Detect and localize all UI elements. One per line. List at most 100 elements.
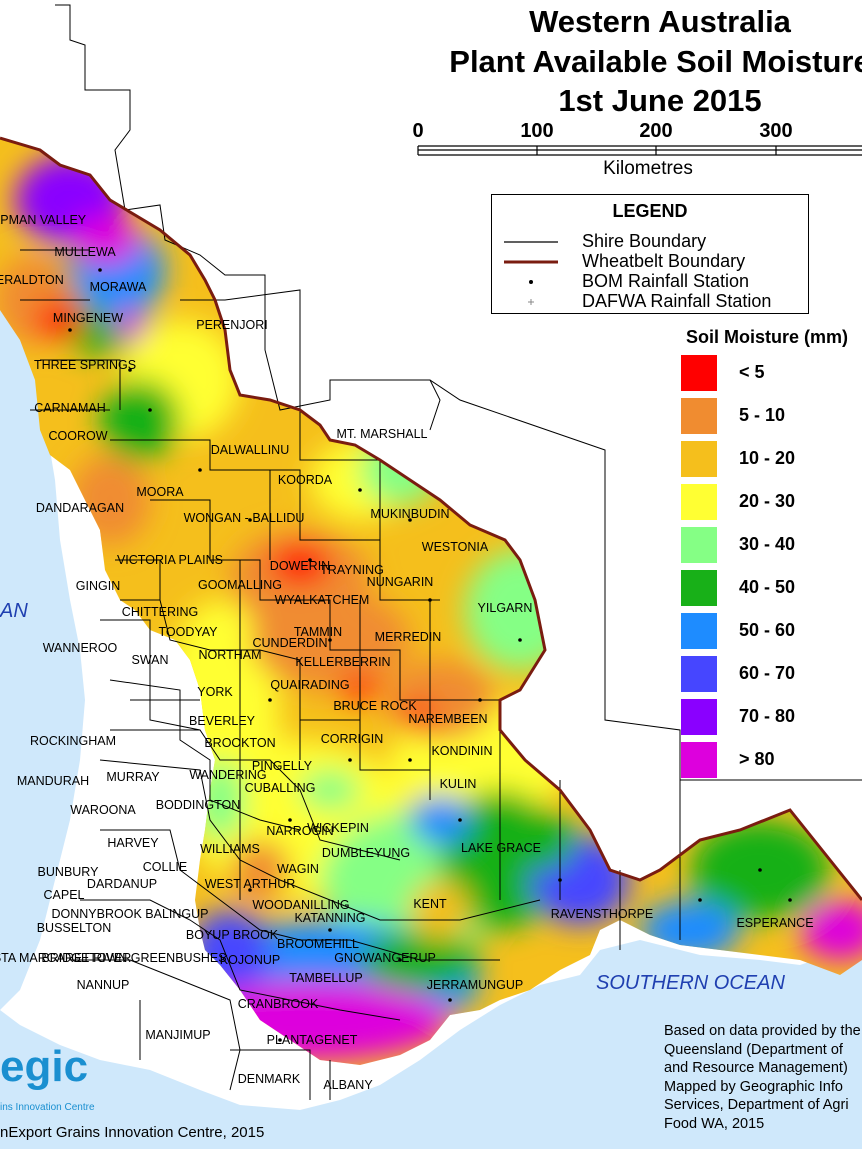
- legend-item-shire: Shire Boundary: [502, 231, 706, 252]
- scale-tick-100: 100: [520, 120, 554, 142]
- place-label: MORAWA: [89, 280, 147, 294]
- soil-moisture-swatch: [681, 699, 717, 735]
- place-label: CRANBROOK: [237, 997, 319, 1011]
- place-label: WEST ARTHUR: [204, 877, 296, 891]
- legend-item-dafwa: DAFWA Rainfall Station: [502, 291, 771, 312]
- place-label: MINGENEW: [52, 311, 124, 325]
- place-label: CHAPMAN VALLEY: [0, 213, 87, 227]
- place-label: BROOKTON: [204, 736, 276, 750]
- place-label: KOORDA: [277, 473, 333, 487]
- place-label: KONDININ: [431, 744, 493, 758]
- place-label: MANDURAH: [16, 774, 90, 788]
- place-label: CHITTERING: [121, 605, 199, 619]
- map-date: 1st June 2015: [558, 83, 762, 118]
- rainfall-stations: [68, 268, 792, 1042]
- cross-symbol-icon: [528, 299, 534, 306]
- soil-moisture-swatch: [681, 656, 717, 692]
- place-label: CUNDERDIN: [252, 636, 328, 650]
- wheatbelt-boundary: [0, 136, 862, 901]
- map-title: Western Australia: [529, 4, 791, 39]
- place-label: GERALDTON: [0, 273, 64, 287]
- place-label: LAKE GRACE: [461, 841, 541, 855]
- place-label: DALWALLINU: [210, 443, 290, 457]
- place-label: DANDARAGAN: [35, 501, 125, 515]
- place-label: PINGELLY: [251, 759, 313, 773]
- legend-item-wheatbelt: Wheatbelt Boundary: [502, 251, 745, 272]
- place-label: CORRIGIN: [320, 732, 384, 746]
- place-label: MURRAY: [106, 770, 160, 784]
- place-label: MANJIMUP: [145, 1028, 211, 1042]
- soil-moisture-class-label: 50 - 60: [739, 620, 796, 640]
- legend-title: LEGEND: [612, 201, 688, 221]
- soil-moisture-swatch: [681, 355, 717, 391]
- place-label: BRIDGETOWN GREENBUSHES: [41, 951, 227, 965]
- place-label: TOODYAY: [158, 625, 218, 639]
- soil-moisture-swatch: [681, 742, 717, 778]
- place-label: YILGARN: [477, 601, 533, 615]
- place-label: TRAYNING: [320, 563, 384, 577]
- place-label: WYALKATCHEM: [274, 593, 370, 607]
- place-label: KULIN: [439, 777, 477, 791]
- place-label: NANNUP: [76, 978, 130, 992]
- place-label: KELLERBERRIN: [295, 655, 391, 669]
- scale-tick-200: 200: [639, 120, 673, 142]
- place-label: BROOMEHILL: [277, 937, 359, 951]
- scale-tick-0: 0: [412, 120, 424, 142]
- scale-tick-300: 300: [759, 120, 793, 142]
- shire-boundaries: [20, 4, 862, 1100]
- place-label: DUMBLEYUNG: [321, 846, 411, 860]
- place-label: WAROONA: [70, 803, 136, 817]
- place-label: NUNGARIN: [366, 575, 434, 589]
- place-label: YORK: [197, 685, 233, 699]
- soil-moisture-class-label: < 5: [739, 362, 765, 382]
- place-label: JERRAMUNGUP: [426, 978, 524, 992]
- place-label: MUKINBUDIN: [370, 507, 450, 521]
- place-label: PLANTAGENET: [266, 1033, 358, 1047]
- place-label: GNOWANGERUP: [334, 951, 436, 965]
- place-label: RAVENSTHORPE: [550, 907, 654, 921]
- place-label: WONGAN - BALLIDU: [183, 511, 305, 525]
- place-label: DENMARK: [237, 1072, 301, 1086]
- place-label: NORTHAM: [198, 648, 262, 662]
- soil-moisture-class-label: 20 - 30: [739, 491, 796, 511]
- soil-moisture-class-label: 5 - 10: [739, 405, 786, 425]
- legend: LEGEND Shire Boundary Wheatbelt Boundary…: [491, 194, 809, 314]
- place-label: WAGIN: [277, 862, 319, 876]
- place-label: CUBALLING: [244, 781, 316, 795]
- place-label: GOOMALLING: [197, 578, 283, 592]
- soil-moisture-swatch: [681, 527, 717, 563]
- data-credit: Based on data provided by the Queensland…: [664, 1023, 861, 1132]
- place-label: WICKEPIN: [307, 821, 369, 835]
- place-label: BODDINGTON: [155, 798, 241, 812]
- place-label: WANNEROO: [42, 641, 118, 655]
- place-label: WESTONIA: [421, 540, 489, 554]
- sea-bottom: [0, 1140, 862, 1149]
- soil-moisture-class-label: 70 - 80: [739, 706, 796, 726]
- soil-moisture-swatch: [681, 570, 717, 606]
- soil-moisture-class-label: 40 - 50: [739, 577, 796, 597]
- place-label: CARNAMAH: [34, 401, 106, 415]
- place-label: NARROGIN: [266, 824, 334, 838]
- place-label: BOYUP BROOK: [185, 928, 279, 942]
- dot-symbol-icon: [529, 280, 533, 285]
- ocean-label-southern: SOUTHERN OCEAN: [596, 972, 785, 994]
- place-label: TAMMIN: [293, 625, 343, 639]
- place-label: KATANNING: [294, 911, 366, 925]
- place-label: MT. MARSHALL: [336, 427, 428, 441]
- place-label: MERREDIN: [374, 630, 442, 644]
- place-label: TAMBELLUP: [289, 971, 363, 985]
- place-label: BRUCE ROCK: [333, 699, 417, 713]
- place-label: ESPERANCE: [736, 916, 814, 930]
- place-label: KOJONUP: [219, 953, 281, 967]
- soil-moisture-class-label: 10 - 20: [739, 448, 796, 468]
- place-label: DARDANUP: [86, 877, 158, 891]
- place-label: KENT: [413, 897, 447, 911]
- soil-moisture-swatch: [681, 441, 717, 477]
- place-label: NAREMBEEN: [408, 712, 488, 726]
- place-label: COOROW: [48, 429, 108, 443]
- place-label: WILLIAMS: [200, 842, 260, 856]
- place-label: SWAN: [131, 653, 169, 667]
- place-label: ROCKINGHAM: [29, 734, 117, 748]
- legend-item-bom: BOM Rainfall Station: [502, 271, 749, 292]
